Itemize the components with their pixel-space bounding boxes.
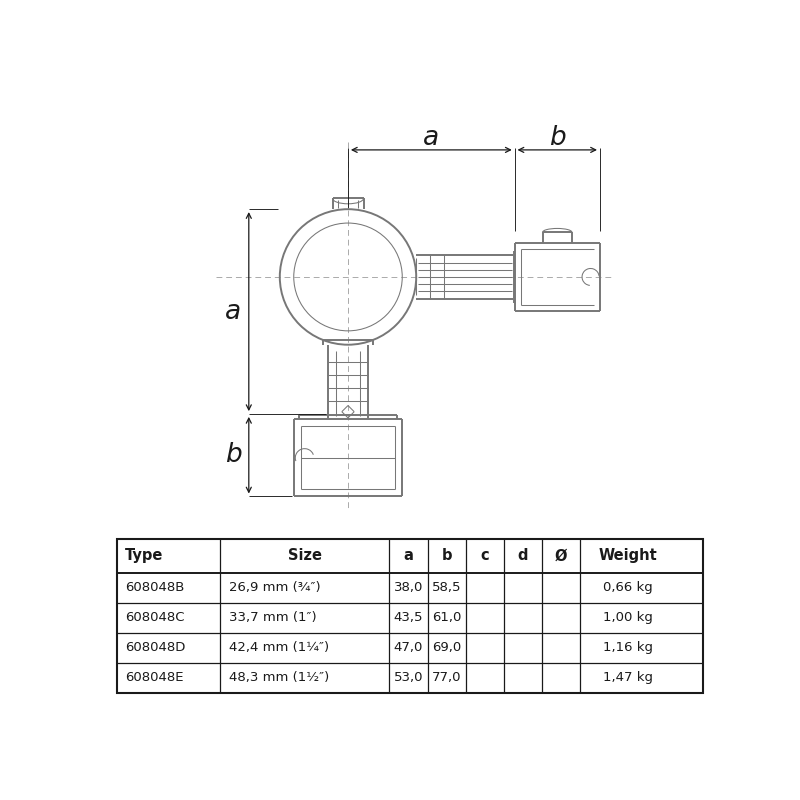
Text: 33,7 mm (1″): 33,7 mm (1″) xyxy=(229,611,317,624)
Text: 608048B: 608048B xyxy=(125,581,184,594)
Text: 58,5: 58,5 xyxy=(432,581,462,594)
Text: 608048E: 608048E xyxy=(125,671,183,684)
Text: a: a xyxy=(226,298,242,325)
Text: b: b xyxy=(442,548,452,563)
Text: 61,0: 61,0 xyxy=(432,611,462,624)
Text: 608048D: 608048D xyxy=(125,642,185,654)
Text: 69,0: 69,0 xyxy=(432,642,462,654)
Text: 53,0: 53,0 xyxy=(394,671,423,684)
Text: b: b xyxy=(225,442,242,468)
Bar xyxy=(117,538,703,693)
Text: d: d xyxy=(518,548,528,563)
Text: b: b xyxy=(549,125,566,150)
Text: 38,0: 38,0 xyxy=(394,581,423,594)
Text: c: c xyxy=(480,548,489,563)
Text: 77,0: 77,0 xyxy=(432,671,462,684)
Text: 42,4 mm (1¼″): 42,4 mm (1¼″) xyxy=(229,642,329,654)
Text: Type: Type xyxy=(125,548,163,563)
Text: 47,0: 47,0 xyxy=(394,642,423,654)
Text: Weight: Weight xyxy=(599,548,658,563)
Text: Ø: Ø xyxy=(554,548,567,563)
Text: 48,3 mm (1½″): 48,3 mm (1½″) xyxy=(229,671,329,684)
Text: 0,66 kg: 0,66 kg xyxy=(603,581,653,594)
Text: 26,9 mm (¾″): 26,9 mm (¾″) xyxy=(229,581,321,594)
Text: a: a xyxy=(403,548,414,563)
Text: 608048C: 608048C xyxy=(125,611,184,624)
Text: 43,5: 43,5 xyxy=(394,611,423,624)
Text: 1,16 kg: 1,16 kg xyxy=(603,642,654,654)
Text: 1,47 kg: 1,47 kg xyxy=(603,671,654,684)
Text: 1,00 kg: 1,00 kg xyxy=(603,611,653,624)
Text: Size: Size xyxy=(287,548,322,563)
Text: a: a xyxy=(423,125,439,150)
